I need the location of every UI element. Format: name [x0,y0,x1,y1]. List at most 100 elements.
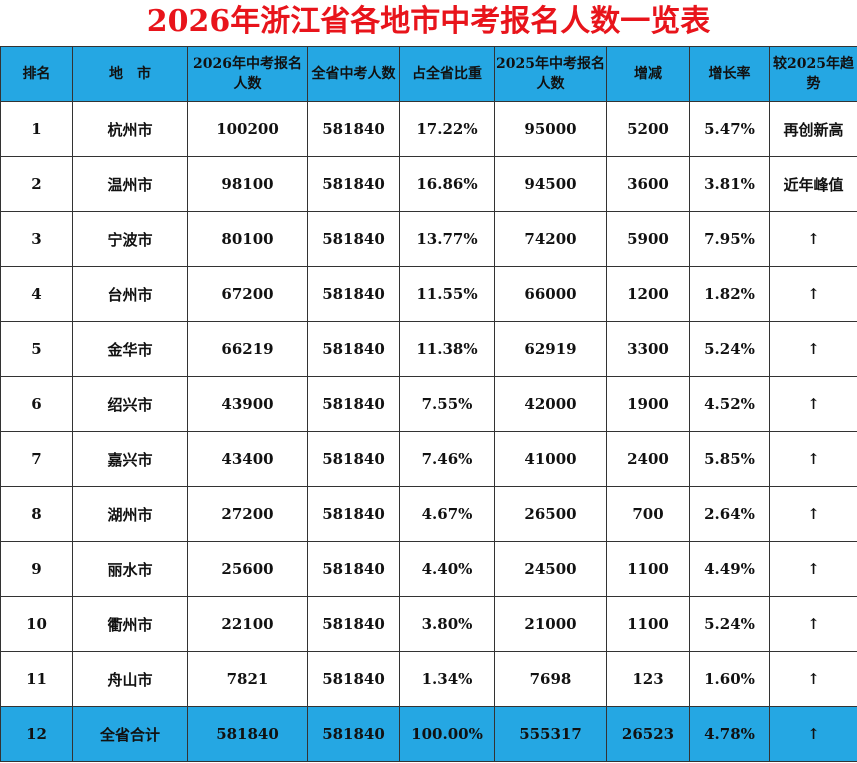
column-header-2025-count: 2025年中考报名人数 [494,46,607,102]
table-row: 6 绍兴市 43900 581840 7.55% 42000 1900 4.52% ↑ [0,376,857,432]
share-cell: 4.40% [399,541,495,597]
city-cell: 温州市 [72,156,188,212]
rank-cell: 2 [0,156,73,212]
city-cell: 绍兴市 [72,376,188,432]
table-row: 4 台州市 67200 581840 11.55% 66000 1200 1.82% ↑ [0,266,857,322]
city-cell: 衢州市 [72,596,188,652]
table-row: 7 嘉兴市 43400 581840 7.46% 41000 2400 5.85% ↑ [0,431,857,487]
change-cell: 1200 [606,266,690,322]
province-total-cell: 581840 [307,486,400,542]
count-2025-cell: 66000 [494,266,607,322]
growth-rate-cell: 1.82% [689,266,770,322]
table-row: 5 金华市 66219 581840 11.38% 62919 3300 5.24% ↑ [0,321,857,377]
trend-up-arrow-icon: ↑ [769,651,857,707]
trend-up-arrow-icon: ↑ [769,541,857,597]
table-row: 11 舟山市 7821 581840 1.34% 7698 123 1.60% ↑ [0,651,857,707]
province-total-cell: 581840 [307,651,400,707]
growth-rate-cell: 5.47% [689,101,770,157]
change-cell: 3300 [606,321,690,377]
table-body: 1 杭州市 100200 581840 17.22% 95000 5200 5.47% 再创新高… [0,101,857,762]
count-2026-cell: 7821 [187,651,308,707]
trend-up-arrow-icon: ↑ [769,486,857,542]
count-2026-cell: 43900 [187,376,308,432]
growth-rate-cell: 4.78% [689,706,770,762]
change-cell: 5900 [606,211,690,267]
count-2025-cell: 21000 [494,596,607,652]
count-2026-cell: 43400 [187,431,308,487]
growth-rate-cell: 7.95% [689,211,770,267]
count-2026-cell: 27200 [187,486,308,542]
count-2025-cell: 94500 [494,156,607,212]
table-row: 1 杭州市 100200 581840 17.22% 95000 5200 5.47% 再创新高 [0,101,857,157]
rank-cell: 12 [0,706,73,762]
count-2025-cell: 74200 [494,211,607,267]
change-cell: 26523 [606,706,690,762]
province-total-cell: 581840 [307,541,400,597]
share-cell: 7.55% [399,376,495,432]
share-cell: 16.86% [399,156,495,212]
province-total-cell: 581840 [307,156,400,212]
rank-cell: 10 [0,596,73,652]
count-2025-cell: 41000 [494,431,607,487]
table-row: 8 湖州市 27200 581840 4.67% 26500 700 2.64% ↑ [0,486,857,542]
count-2026-cell: 80100 [187,211,308,267]
column-header-city: 地 市 [72,46,188,102]
share-cell: 100.00% [399,706,495,762]
count-2026-cell: 25600 [187,541,308,597]
trend-cell: 近年峰值 [769,156,857,212]
city-cell: 宁波市 [72,211,188,267]
count-2025-cell: 24500 [494,541,607,597]
trend-up-arrow-icon: ↑ [769,596,857,652]
trend-cell: 再创新高 [769,101,857,157]
change-cell: 700 [606,486,690,542]
count-2025-cell: 7698 [494,651,607,707]
trend-up-arrow-icon: ↑ [769,321,857,377]
growth-rate-cell: 5.24% [689,596,770,652]
table-row: 10 衢州市 22100 581840 3.80% 21000 1100 5.24% ↑ [0,596,857,652]
column-header-2026-count: 2026年中考报名人数 [187,46,308,102]
share-cell: 11.55% [399,266,495,322]
province-total-cell: 581840 [307,211,400,267]
count-2025-cell: 555317 [494,706,607,762]
rank-cell: 3 [0,211,73,267]
city-cell: 湖州市 [72,486,188,542]
trend-up-arrow-icon: ↑ [769,376,857,432]
column-header-rank: 排名 [0,46,73,102]
trend-up-arrow-icon: ↑ [769,266,857,322]
province-total-cell: 581840 [307,266,400,322]
table-row: 3 宁波市 80100 581840 13.77% 74200 5900 7.95% ↑ [0,211,857,267]
count-2025-cell: 62919 [494,321,607,377]
rank-cell: 7 [0,431,73,487]
growth-rate-cell: 4.52% [689,376,770,432]
table-row: 2 温州市 98100 581840 16.86% 94500 3600 3.81% 近年峰值 [0,156,857,212]
growth-rate-cell: 3.81% [689,156,770,212]
change-cell: 2400 [606,431,690,487]
city-cell: 丽水市 [72,541,188,597]
share-cell: 11.38% [399,321,495,377]
province-total-cell: 581840 [307,321,400,377]
share-cell: 1.34% [399,651,495,707]
column-header-change: 增减 [606,46,690,102]
count-2026-cell: 66219 [187,321,308,377]
trend-up-arrow-icon: ↑ [769,211,857,267]
rank-cell: 6 [0,376,73,432]
change-cell: 123 [606,651,690,707]
share-cell: 13.77% [399,211,495,267]
city-cell: 金华市 [72,321,188,377]
share-cell: 17.22% [399,101,495,157]
change-cell: 5200 [606,101,690,157]
growth-rate-cell: 5.85% [689,431,770,487]
change-cell: 1100 [606,596,690,652]
share-cell: 3.80% [399,596,495,652]
province-total-cell: 581840 [307,101,400,157]
column-header-trend: 较2025年趋势 [769,46,857,102]
growth-rate-cell: 2.64% [689,486,770,542]
total-row: 12 全省合计 581840 581840 100.00% 555317 26523 4.78… [0,706,857,762]
count-2025-cell: 42000 [494,376,607,432]
rank-cell: 1 [0,101,73,157]
change-cell: 1100 [606,541,690,597]
trend-up-arrow-icon: ↑ [769,706,857,762]
enrollment-table: 排名 地 市 2026年中考报名人数 全省中考人数 占全省比重 2025年中考报… [0,46,857,762]
city-cell: 舟山市 [72,651,188,707]
trend-up-arrow-icon: ↑ [769,431,857,487]
